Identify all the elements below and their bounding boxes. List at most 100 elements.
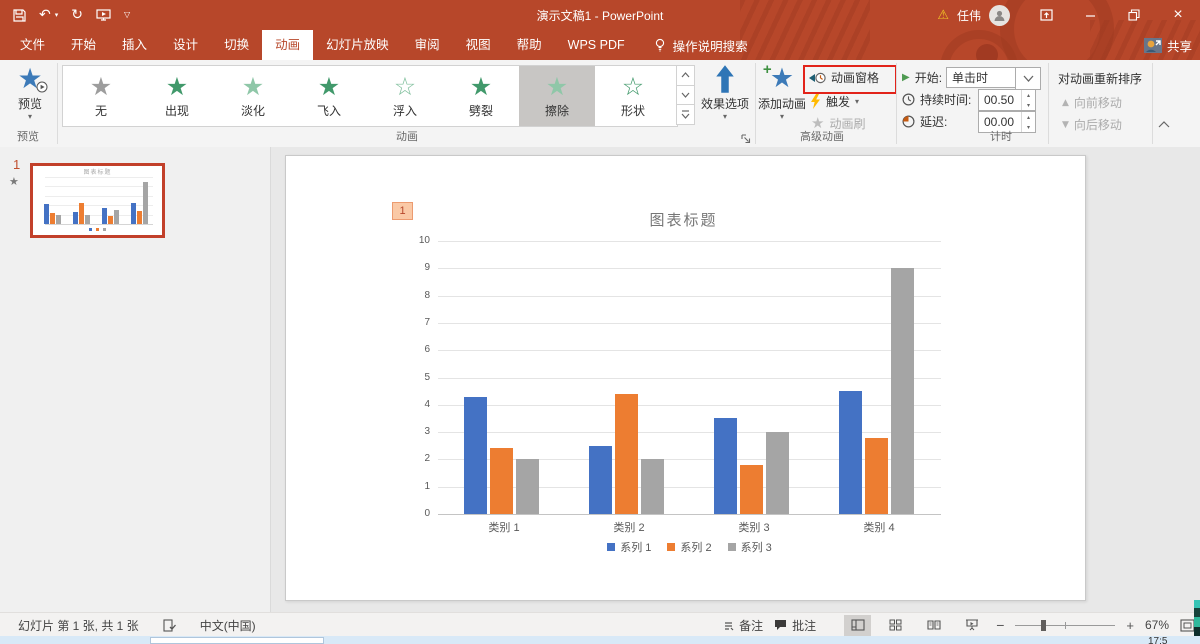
zoom-level[interactable]: 67% [1144,618,1169,632]
gridline [438,241,941,242]
share-button[interactable]: 共享 [1143,30,1192,60]
bar-系列 2-类别 4[interactable] [865,437,888,514]
workspace: 1 ★ 图表标题 1 图表标题 0 1 2 3 4 5 6 7 8 9 10 类别 1 类别 2 类别 3 类… [0,147,1200,612]
move-later-button: ▼ 向后移动 [1062,116,1122,133]
tab-视图[interactable]: 视图 [465,38,491,52]
animation-dialog-launcher-icon[interactable] [741,134,751,144]
bar-系列 3-类别 3[interactable] [766,432,789,514]
gridline [438,268,941,270]
animation-style-擦除[interactable]: ★ 擦除 [519,66,595,126]
slide-sorter-view-button[interactable] [882,615,909,636]
customize-qat-icon[interactable]: ▽ [123,10,131,19]
duration-spinner[interactable]: 00.50 ▴ ▾ [978,89,1036,111]
slide-thumbnail[interactable]: 图表标题 [30,163,165,238]
reorder-title: 对动画重新排序 [1058,72,1143,86]
person-icon [994,10,1005,21]
tab-帮助[interactable]: 帮助 [516,38,542,52]
slide-canvas[interactable]: 1 图表标题 0 1 2 3 4 5 6 7 8 9 10 类别 1 类别 2 类别 3 类别 4 系列 1 系列… [285,155,1086,601]
redo-icon[interactable]: ↻ [71,7,83,23]
normal-view-button[interactable] [844,614,872,636]
tab-切换[interactable]: 切换 [224,38,250,52]
preview-dropdown-caret[interactable]: ▾ [27,112,32,121]
gallery-scroll-down-icon[interactable] [676,85,695,106]
bar-系列 2-类别 1[interactable] [490,448,513,514]
tab-文件[interactable]: 文件 [20,38,46,52]
bar-系列 3-类别 2[interactable] [641,459,664,514]
tab-幻灯片放映[interactable]: 幻灯片放映 [326,38,389,52]
tab-审阅[interactable]: 审阅 [414,38,440,52]
animation-style-出现[interactable]: ★ 出现 [139,66,215,126]
ribbon-display-options-icon[interactable] [1024,0,1068,30]
bar-系列 3-类别 1[interactable] [516,459,539,514]
zoom-slider-thumb[interactable] [1041,620,1047,631]
animation-style-无[interactable]: ★ 无 [63,66,139,126]
zoom-out-button[interactable]: − [996,617,1005,633]
start-dropdown-button[interactable] [1015,67,1041,90]
minimize-button[interactable] [1068,0,1112,30]
warning-icon[interactable]: ⚠ [937,7,949,23]
effect-options-button[interactable]: 效果选项 ▾ [696,64,754,121]
add-animation-caret[interactable]: ▾ [779,112,784,121]
preview-button[interactable]: ★ 预览 ▾ [6,64,54,121]
tab-设计[interactable]: 设计 [173,38,199,52]
animation-style-浮入[interactable]: ☆ 浮入 [367,66,443,126]
bar-系列 1-类别 1[interactable] [464,396,487,514]
notes-button[interactable]: 备注 [723,617,763,634]
mini-bar [143,181,148,224]
tab-WPS PDF[interactable]: WPS PDF [567,38,625,52]
bar-系列 3-类别 4[interactable] [891,268,914,514]
add-animation-button[interactable]: ★ + 添加动画 ▾ [757,61,807,121]
trigger-caret[interactable]: ▾ [855,96,860,106]
delay-spin-arrows[interactable]: ▴ ▾ [1021,112,1035,132]
start-combobox[interactable]: 单击时 [946,67,1021,88]
zoom-in-button[interactable]: + [1126,617,1134,633]
tell-me-search[interactable]: 操作说明搜索 [654,36,748,55]
undo-icon[interactable]: ↶ [39,7,51,23]
collapse-ribbon-icon[interactable] [1158,120,1170,128]
accessibility-check-icon[interactable] [163,618,176,632]
preview-star-icon: ★ [17,64,48,94]
delay-spinner[interactable]: 00.00 ▴ ▾ [978,111,1036,133]
animation-style-劈裂[interactable]: ★ 劈裂 [443,66,519,126]
gallery-scroll-up-icon[interactable] [676,65,695,86]
trigger-button[interactable]: 触发 ▾ [811,93,859,110]
start-slideshow-icon[interactable] [96,8,111,22]
taskbar-search-box[interactable] [150,637,324,644]
tab-开始[interactable]: 开始 [71,38,97,52]
bar-系列 1-类别 3[interactable] [714,418,737,514]
slide-animation-indicator-icon[interactable]: ★ [9,175,19,188]
animation-style-飞入[interactable]: ★ 飞入 [291,66,367,126]
language-indicator[interactable]: 中文(中国) [199,618,256,633]
animation-order-badge[interactable]: 1 [392,202,413,220]
user-name[interactable]: 任伟 [956,8,981,23]
bar-系列 1-类别 4[interactable] [839,391,862,514]
animation-style-形状[interactable]: ☆ 形状 [595,66,671,126]
bar-系列 2-类别 2[interactable] [615,393,638,514]
close-button[interactable]: × [1173,6,1183,23]
slide-counter[interactable]: 幻灯片 第 1 张, 共 1 张 [18,618,139,633]
comments-button[interactable]: 批注 [774,617,816,634]
animation-style-淡化[interactable]: ★ 淡化 [215,66,291,126]
effect-options-caret[interactable]: ▾ [722,112,727,121]
bar-系列 1-类别 2[interactable] [589,445,612,514]
undo-dropdown-icon[interactable]: ▾ [54,11,59,19]
animation-pane-button[interactable]: 动画窗格 [809,69,879,86]
zoom-slider[interactable] [1015,618,1116,632]
fit-to-window-icon[interactable] [1180,618,1195,632]
reading-view-button[interactable] [920,615,947,636]
tab-动画[interactable]: 动画 [262,30,314,60]
save-icon[interactable] [13,8,26,22]
taskbar-clock: 17:5 [1148,636,1168,644]
tab-插入[interactable]: 插入 [122,38,148,52]
chart-title[interactable]: 图表标题 [649,212,718,229]
star-icon: ★ [89,71,113,101]
bar-系列 2-类别 3[interactable] [740,464,763,514]
slideshow-view-button[interactable] [958,615,985,636]
avatar[interactable] [989,4,1010,26]
thumbnail-mini-chart: 图表标题 [33,166,162,235]
duration-spin-arrows[interactable]: ▴ ▾ [1021,90,1035,110]
animation-style-label: 无 [94,103,107,118]
chart[interactable]: 图表标题 0 1 2 3 4 5 6 7 8 9 10 类别 1 类别 2 类别 3 类别 4 系列 1 系列 2… [406,206,961,556]
gallery-expand-icon[interactable] [676,105,695,126]
restore-button[interactable] [1112,0,1156,30]
